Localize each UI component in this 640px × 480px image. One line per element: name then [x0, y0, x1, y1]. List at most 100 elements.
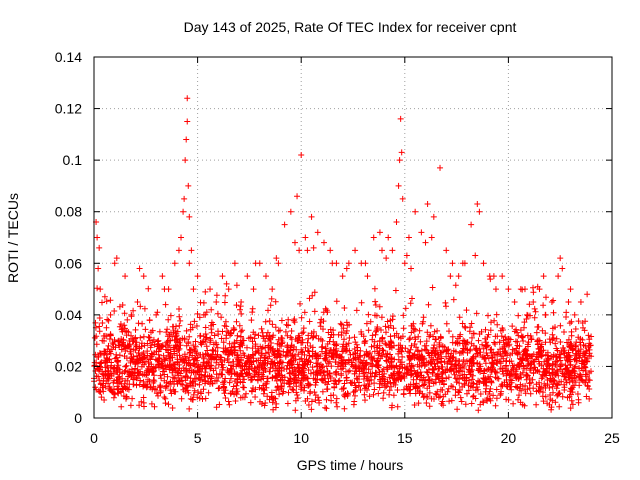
x-tick-label: 5	[194, 430, 202, 446]
y-tick-label: 0.02	[55, 358, 82, 374]
data-point	[159, 273, 166, 280]
x-tick-label: 0	[90, 430, 98, 446]
data-point	[94, 234, 101, 241]
data-point	[459, 260, 466, 267]
data-point	[428, 234, 435, 241]
data-point	[536, 286, 543, 293]
data-point	[559, 265, 566, 272]
data-point	[140, 273, 147, 280]
data-point	[418, 229, 425, 236]
data-point	[364, 273, 371, 280]
data-point	[244, 273, 251, 280]
data-point	[447, 273, 454, 280]
y-tick-label: 0.12	[55, 101, 82, 117]
y-tick-label: 0.04	[55, 307, 82, 323]
data-point	[524, 311, 531, 318]
data-point	[521, 286, 528, 293]
chart-title: Day 143 of 2025, Rate Of TEC Index for r…	[184, 19, 517, 35]
data-point	[379, 247, 386, 254]
data-point	[383, 255, 390, 262]
data-point	[352, 247, 359, 254]
data-point	[480, 260, 487, 267]
data-point	[182, 157, 189, 164]
data-point	[376, 229, 383, 236]
data-point	[161, 286, 168, 293]
data-point	[275, 260, 282, 267]
data-point	[185, 182, 192, 189]
y-tick-label: 0.08	[55, 204, 82, 220]
data-point	[399, 195, 406, 202]
data-point	[97, 286, 104, 293]
data-point	[412, 208, 419, 215]
data-point	[180, 208, 187, 215]
data-point	[113, 255, 120, 262]
data-point	[122, 273, 129, 280]
data-point	[269, 286, 276, 293]
data-point	[111, 260, 118, 267]
data-point	[499, 273, 506, 280]
data-point	[194, 273, 201, 280]
data-point	[95, 265, 102, 272]
data-point	[557, 255, 564, 262]
data-point	[468, 221, 475, 228]
data-point	[430, 213, 437, 220]
data-point	[511, 298, 518, 305]
data-point	[178, 234, 185, 241]
data-point	[296, 247, 303, 254]
data-point	[584, 291, 591, 298]
data-point	[223, 280, 230, 287]
data-point	[219, 273, 226, 280]
data-point	[175, 247, 182, 254]
data-point	[403, 252, 410, 259]
data-point	[252, 260, 259, 267]
data-point	[107, 311, 114, 318]
data-point	[327, 247, 334, 254]
data-point	[200, 311, 207, 318]
data-point	[490, 273, 497, 280]
data-point	[291, 239, 298, 246]
data-point	[505, 286, 512, 293]
data-point	[184, 118, 191, 125]
data-point	[567, 286, 574, 293]
data-point	[115, 337, 122, 344]
plot-frame	[93, 56, 613, 419]
data-point	[395, 182, 402, 189]
data-point	[555, 273, 562, 280]
data-point	[238, 298, 245, 305]
data-point	[455, 273, 462, 280]
data-point	[343, 265, 350, 272]
data-point	[424, 200, 431, 207]
data-point	[181, 195, 188, 202]
y-tick-label: 0.06	[55, 255, 82, 271]
data-point	[302, 234, 309, 241]
data-point	[188, 247, 195, 254]
data-point	[250, 286, 257, 293]
data-point	[422, 239, 429, 246]
data-point	[99, 337, 106, 344]
data-point	[397, 115, 404, 122]
data-point	[437, 164, 444, 171]
data-point	[474, 200, 481, 207]
data-point	[472, 252, 479, 259]
y-tick-label: 0.14	[55, 49, 82, 65]
data-point	[304, 247, 311, 254]
data-point	[548, 298, 555, 305]
dense-point-band	[91, 276, 595, 414]
y-tick-label: 0.1	[63, 152, 83, 168]
y-axis-ticks: 0 0.02 0.04 0.06 0.08 0.1 0.12 0.14	[55, 49, 612, 426]
data-point	[385, 234, 392, 241]
data-point	[565, 298, 572, 305]
data-point	[345, 260, 352, 267]
data-point	[443, 247, 450, 254]
data-point	[408, 265, 415, 272]
data-point	[389, 247, 396, 254]
data-point	[262, 273, 269, 280]
x-tick-label: 15	[397, 430, 413, 446]
data-points	[91, 95, 595, 414]
data-point	[542, 311, 549, 318]
data-point	[190, 286, 197, 293]
data-point	[396, 157, 403, 164]
data-point	[405, 234, 412, 241]
data-point	[136, 265, 143, 272]
